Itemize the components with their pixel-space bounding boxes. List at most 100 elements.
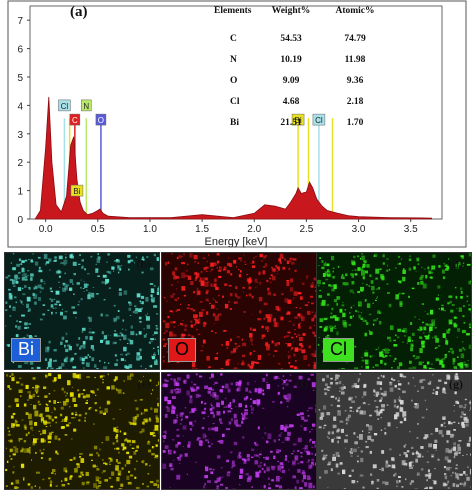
map-speckle xyxy=(416,437,418,438)
map-speckle xyxy=(35,385,38,388)
map-speckle xyxy=(48,441,51,443)
map-speckle xyxy=(446,467,450,471)
map-speckle xyxy=(251,457,254,458)
map-speckle xyxy=(324,388,326,390)
map-speckle xyxy=(23,479,24,481)
map-speckle xyxy=(400,407,404,412)
map-speckle xyxy=(463,263,464,264)
map-panel-label: (c) xyxy=(295,257,308,272)
map-speckle xyxy=(170,310,173,312)
map-speckle xyxy=(307,452,311,455)
map-speckle xyxy=(454,317,457,319)
map-speckle xyxy=(421,275,424,278)
map-speckle xyxy=(58,282,60,283)
map-speckle xyxy=(6,344,10,346)
map-speckle xyxy=(343,322,347,327)
map-speckle xyxy=(214,284,217,288)
map-speckle xyxy=(54,408,56,410)
map-speckle xyxy=(96,468,99,471)
map-speckle xyxy=(210,263,214,267)
map-speckle xyxy=(251,412,253,413)
map-speckle xyxy=(425,311,426,312)
map-speckle xyxy=(465,399,467,400)
map-speckle xyxy=(124,439,127,441)
map-speckle xyxy=(327,464,330,466)
map-speckle xyxy=(142,429,145,433)
map-speckle xyxy=(412,367,416,370)
map-speckle xyxy=(33,394,35,398)
map-speckle xyxy=(89,332,92,334)
map-speckle xyxy=(455,473,458,478)
map-speckle xyxy=(266,466,270,471)
map-speckle xyxy=(354,441,358,444)
map-speckle xyxy=(64,391,66,393)
map-speckle xyxy=(304,420,308,422)
map-speckle xyxy=(397,264,398,265)
map-speckle xyxy=(59,276,61,278)
map-speckle xyxy=(163,338,166,340)
map-speckle xyxy=(130,475,133,477)
map-speckle xyxy=(384,349,386,351)
map-speckle xyxy=(394,405,396,408)
map-speckle xyxy=(280,317,283,321)
map-speckle xyxy=(457,357,459,358)
map-speckle xyxy=(15,421,17,422)
map-speckle xyxy=(148,450,151,453)
map-speckle xyxy=(18,365,22,368)
map-speckle xyxy=(250,406,252,407)
map-speckle xyxy=(415,459,418,463)
map-speckle xyxy=(81,298,83,300)
map-speckle xyxy=(73,398,74,399)
map-speckle xyxy=(357,291,360,293)
map-speckle xyxy=(395,267,397,268)
map-speckle xyxy=(435,338,439,343)
map-speckle xyxy=(35,486,37,487)
map-speckle xyxy=(128,482,132,485)
map-speckle xyxy=(54,417,57,419)
map-speckle xyxy=(70,279,73,283)
map-speckle xyxy=(64,359,66,362)
map-speckle xyxy=(251,407,254,411)
map-speckle xyxy=(31,259,33,262)
map-speckle xyxy=(428,475,431,479)
map-speckle xyxy=(448,431,451,433)
map-speckle xyxy=(193,310,195,312)
map-speckle xyxy=(409,268,412,271)
map-speckle xyxy=(81,472,83,474)
map-speckle xyxy=(92,332,95,334)
map-speckle xyxy=(385,348,389,353)
map-speckle xyxy=(468,304,470,306)
map-speckle xyxy=(465,404,467,405)
map-speckle xyxy=(236,389,238,392)
map-speckle xyxy=(48,258,51,261)
map-speckle xyxy=(136,446,139,449)
map-speckle xyxy=(77,304,79,305)
map-speckle xyxy=(231,467,232,469)
map-speckle xyxy=(220,389,222,391)
map-speckle xyxy=(466,454,468,455)
map-speckle xyxy=(369,331,372,335)
map-speckle xyxy=(102,382,104,384)
map-speckle xyxy=(170,487,171,488)
map-speckle xyxy=(410,347,413,351)
map-speckle xyxy=(405,444,406,445)
map-speckle xyxy=(184,329,186,331)
map-speckle xyxy=(222,386,224,388)
map-speckle xyxy=(408,339,412,342)
map-speckle xyxy=(213,313,216,316)
map-speckle xyxy=(453,442,456,445)
map-speckle xyxy=(61,407,64,410)
map-speckle xyxy=(445,354,447,355)
map-speckle xyxy=(262,389,265,392)
map-speckle xyxy=(274,350,277,352)
map-speckle xyxy=(247,382,249,385)
map-element-label: O xyxy=(168,338,196,362)
element-map-tile: (e) xyxy=(4,372,160,490)
map-speckle xyxy=(288,469,289,470)
map-speckle xyxy=(362,283,363,284)
map-speckle xyxy=(203,485,205,488)
map-speckle xyxy=(217,253,220,255)
map-speckle xyxy=(369,314,372,315)
map-speckle xyxy=(415,358,417,359)
map-speckle xyxy=(178,457,181,461)
